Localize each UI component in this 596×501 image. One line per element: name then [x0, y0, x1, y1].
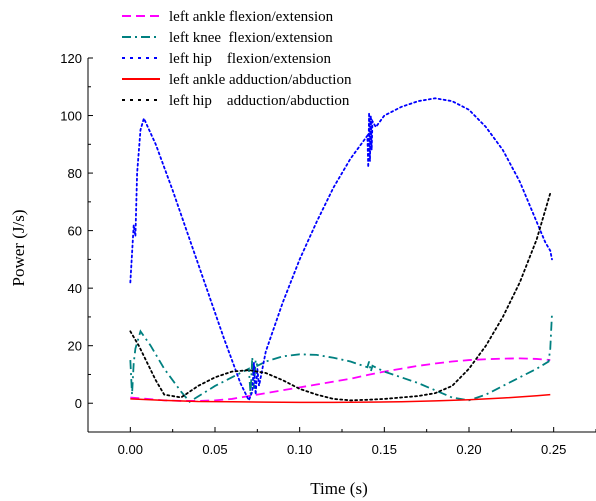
series-line-1 — [129, 314, 553, 403]
plot-area — [129, 97, 553, 404]
y-axis-title: Power (J/s) — [9, 210, 28, 287]
x-tick-label: 0.20 — [456, 442, 481, 457]
x-tick-label: 0.00 — [118, 442, 143, 457]
y-tick-label: 120 — [60, 51, 82, 66]
legend: left ankle flexion/extension left knee fl… — [122, 9, 352, 109]
legend-label-3: left ankle adduction/abduction — [169, 72, 352, 88]
x-tick-label: 0.10 — [287, 442, 312, 457]
legend-label-0: left ankle flexion/extension — [169, 9, 334, 25]
series-line-3 — [130, 393, 551, 404]
x-axis-title: Time (s) — [310, 479, 367, 498]
x-ticks: 0.00 0.05 0.10 0.15 0.20 0.25 — [87, 427, 596, 457]
y-tick-label: 60 — [68, 224, 82, 239]
x-tick-label: 0.05 — [202, 442, 227, 457]
y-tick-label: 20 — [68, 339, 82, 354]
y-tick-label: 80 — [68, 166, 82, 181]
x-tick-label: 0.25 — [541, 442, 566, 457]
y-tick-label: 0 — [75, 396, 82, 411]
legend-label-2: left hip flexion/extension — [169, 51, 332, 67]
series-line-2 — [129, 97, 553, 403]
y-tick-label: 40 — [68, 281, 82, 296]
series-line-4 — [129, 192, 552, 402]
axes — [87, 58, 596, 433]
y-tick-label: 100 — [60, 109, 82, 124]
x-tick-label: 0.15 — [372, 442, 397, 457]
legend-label-4: left hip adduction/abduction — [169, 93, 350, 109]
legend-label-1: left knee flexion/extension — [169, 30, 333, 46]
